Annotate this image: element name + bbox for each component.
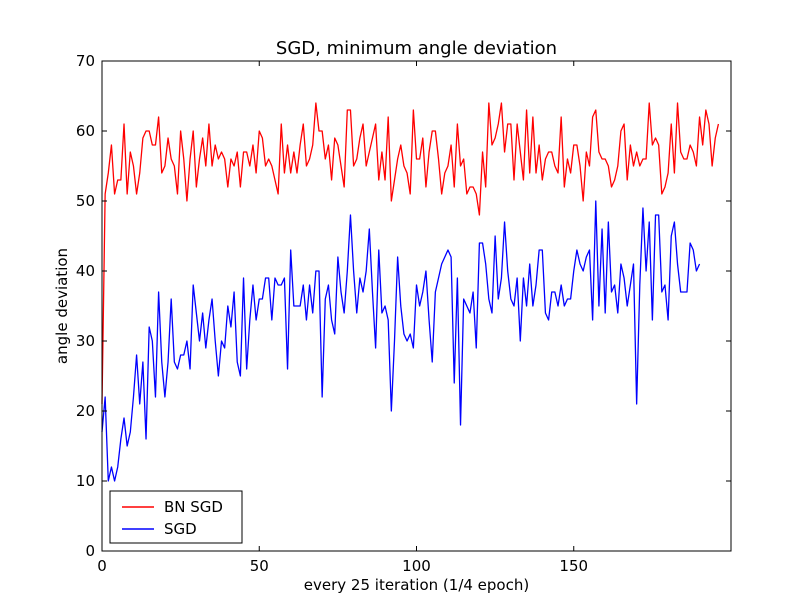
axes: 0 50 100 150 0 10 20 30 40 50 60 70 [76,52,732,575]
x-tick-label: 50 [250,557,269,575]
plot-area [101,102,720,482]
y-tick-label: 40 [76,262,95,280]
legend: BN SGD SGD [109,490,243,544]
legend-box [109,490,243,544]
y-tick-label: 70 [76,52,95,70]
y-tick-label: 30 [76,332,95,350]
chart-title: SGD, minimum angle deviation [276,38,557,59]
x-tick-label: 150 [559,557,588,575]
plot-frame [101,60,732,552]
y-axis-label: angle deviation [53,248,71,364]
y-tick-label: 20 [76,402,95,420]
x-axis-label: every 25 iteration (1/4 epoch) [304,576,529,594]
y-tick-label: 60 [76,122,95,140]
legend-label-bn-sgd: BN SGD [164,498,223,516]
y-tick-label: 50 [76,192,95,210]
y-tick-label: 0 [85,542,95,560]
legend-label-sgd: SGD [164,520,197,538]
series-line-bn-sgd [101,102,720,405]
series-line-sgd [101,200,701,482]
y-tick-label: 10 [76,472,95,490]
x-tick-label: 100 [402,557,431,575]
x-tick-label: 0 [97,557,107,575]
